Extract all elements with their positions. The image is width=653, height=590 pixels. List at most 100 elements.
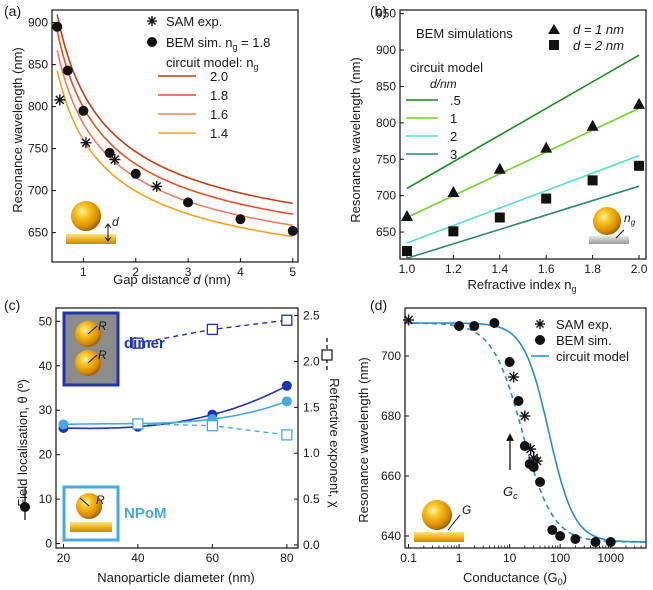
panel-c-x-tick-label: 20 bbox=[57, 551, 71, 565]
dimer-inset: R R bbox=[62, 311, 120, 387]
panel-b-xlabel: Refractive index ng bbox=[467, 277, 576, 294]
legend-ng-label: 2.0 bbox=[210, 69, 228, 84]
panel-b-axes: 1.0 1.2 1.4 1.6 1.8 2.0 650 700 750 800 850 900 950 bbox=[376, 7, 648, 276]
panel-d-y-tick-label: 660 bbox=[381, 469, 401, 483]
dimer-chi-point bbox=[206, 323, 219, 336]
panel-b-x-tick-label: 1.4 bbox=[491, 262, 508, 276]
legend-ng-label: 1.8 bbox=[210, 88, 228, 103]
bem-sim-point bbox=[454, 321, 465, 331]
panel-d-y-tick-label: 700 bbox=[381, 349, 401, 363]
substrate-icon bbox=[589, 236, 629, 244]
legend-d-label: 1 bbox=[450, 111, 457, 126]
bem-sim-point bbox=[555, 531, 566, 541]
sam-exp-point bbox=[403, 314, 415, 326]
panel-c-y2-tick-label: 2.5 bbox=[303, 309, 320, 323]
nanoparticle-sphere-icon bbox=[422, 500, 452, 530]
panel-a-x-tick-label: 3 bbox=[185, 265, 192, 279]
sam-exp-point bbox=[151, 180, 163, 192]
panel-c-y-tick-label: 50 bbox=[39, 314, 53, 328]
bem-d2-point bbox=[634, 160, 645, 171]
legend-square-icon bbox=[549, 40, 559, 50]
panel-c-x-tick-label: 60 bbox=[206, 551, 220, 565]
npom-chi-point bbox=[132, 418, 144, 430]
gold-substrate-icon bbox=[66, 234, 116, 244]
panel-c-y2label: Refractive exponent, χ bbox=[327, 378, 342, 508]
panel-c-marks bbox=[58, 314, 293, 441]
bem-d2-point bbox=[587, 175, 598, 186]
legend-d-label: 3 bbox=[450, 147, 457, 162]
dimer-radius-label: R bbox=[98, 319, 107, 333]
legend-ng-label: 1.6 bbox=[210, 107, 228, 122]
panel-a-y-tick-label: 800 bbox=[28, 100, 48, 114]
panel-b-x-tick-label: 1.6 bbox=[538, 262, 555, 276]
bem-d1-point bbox=[493, 162, 506, 174]
bem-sim-point bbox=[104, 147, 115, 158]
panel-c-y2-tick-label: 0.0 bbox=[303, 538, 320, 552]
panel-d-x-tick-label: 1 bbox=[456, 551, 463, 565]
dimer-theta-point bbox=[281, 380, 292, 391]
panel-c-y2-tick-label: 1.0 bbox=[303, 446, 320, 460]
circuit-line-d-3 bbox=[406, 185, 640, 260]
npom-inset: R bbox=[62, 485, 120, 542]
legend-bem-label: BEM sim. ng = 1.8 bbox=[166, 35, 270, 52]
panel-a-x-tick-label: 2 bbox=[132, 265, 139, 279]
circuit-title: circuit model bbox=[410, 60, 483, 75]
panel-a-y-tick-label: 700 bbox=[28, 184, 48, 198]
panel-a-y-tick-label: 750 bbox=[28, 142, 48, 156]
panel-c-ylabel: Field localisation, θ (º) bbox=[15, 379, 30, 507]
sam-exp-point bbox=[508, 371, 520, 383]
gc-label: Gc bbox=[503, 484, 518, 501]
panel-b-x-tick-label: 1.0 bbox=[399, 262, 416, 276]
panel-c-y-tick-label: 30 bbox=[39, 403, 53, 417]
panel-b-y-tick-label: 750 bbox=[376, 152, 396, 166]
panel-a-ylabel: Resonance wavelength (nm) bbox=[10, 47, 25, 212]
bem-d1-point bbox=[447, 186, 460, 198]
bem-d2-point bbox=[448, 226, 459, 237]
panel-d-axes: 0.1 1 10 100 1000 640 660 680 700 bbox=[381, 307, 647, 565]
npom-chi-point bbox=[281, 429, 293, 441]
legend-d-label: 2 bbox=[450, 129, 457, 144]
inset-ng-label: ng bbox=[624, 211, 636, 227]
panel-d-x-tick-label: 0.1 bbox=[400, 551, 417, 565]
bem-sim-point bbox=[590, 537, 601, 547]
panel-d-x-tick-label: 1000 bbox=[597, 551, 624, 565]
panel-a-label: (a) bbox=[4, 3, 21, 19]
circuit-curve-ng-1.6 bbox=[56, 50, 293, 227]
bem-sim-point bbox=[130, 168, 141, 179]
panel-c-y-tick-label: 10 bbox=[39, 492, 53, 506]
sam-exp-point bbox=[80, 137, 92, 149]
panel-b-y-tick-label: 950 bbox=[376, 7, 396, 21]
nanoparticle-sphere-icon bbox=[593, 207, 621, 235]
y-axis-marker-icon bbox=[20, 488, 30, 520]
circuit-line-d-2 bbox=[406, 154, 640, 244]
bem-dashed-fit bbox=[405, 322, 646, 543]
panel-d-inset: G bbox=[414, 500, 471, 542]
panel-b-label: (b) bbox=[370, 3, 387, 19]
panel-d-ylabel: Resonance wavelength (nm) bbox=[356, 357, 371, 522]
panel-b-y-tick-label: 900 bbox=[376, 43, 396, 57]
panel-a-inset: d bbox=[66, 201, 119, 244]
legend-bem-label: BEM sim. bbox=[556, 333, 612, 348]
npom-substrate-icon bbox=[70, 522, 112, 532]
dimer-chi-point bbox=[132, 337, 144, 349]
panel-b-x-tick-label: 2.0 bbox=[631, 262, 648, 276]
sam-exp-point bbox=[519, 410, 531, 422]
npom-chi-point bbox=[206, 420, 219, 432]
panel-b-ylabel: Resonance wavelength (nm) bbox=[348, 57, 363, 222]
dimer-chi-point bbox=[281, 314, 293, 326]
bem-d2-point bbox=[401, 245, 412, 256]
bem-sim-point bbox=[547, 525, 558, 535]
bem-d1-point bbox=[633, 97, 646, 109]
bem-sim-point bbox=[528, 462, 539, 472]
panel-d-x-tick-label: 100 bbox=[550, 551, 570, 565]
panel-c-label: (c) bbox=[4, 297, 20, 313]
panel-b-x-tick-label: 1.2 bbox=[445, 262, 462, 276]
panel-a-x-tick-label: 1 bbox=[80, 265, 87, 279]
legend-square-label: d = 2 nm bbox=[573, 38, 624, 53]
bem-d1-point bbox=[586, 119, 599, 131]
panel-c-frame bbox=[55, 307, 299, 549]
bem-sim-point bbox=[504, 357, 515, 367]
panel-c-y-tick-label: 20 bbox=[39, 448, 53, 462]
panel-c-axes: 20 40 60 80 0 10 20 30 40 50 0.0 0.5 1.0 1.5 2.0 2.5 bbox=[39, 307, 320, 565]
